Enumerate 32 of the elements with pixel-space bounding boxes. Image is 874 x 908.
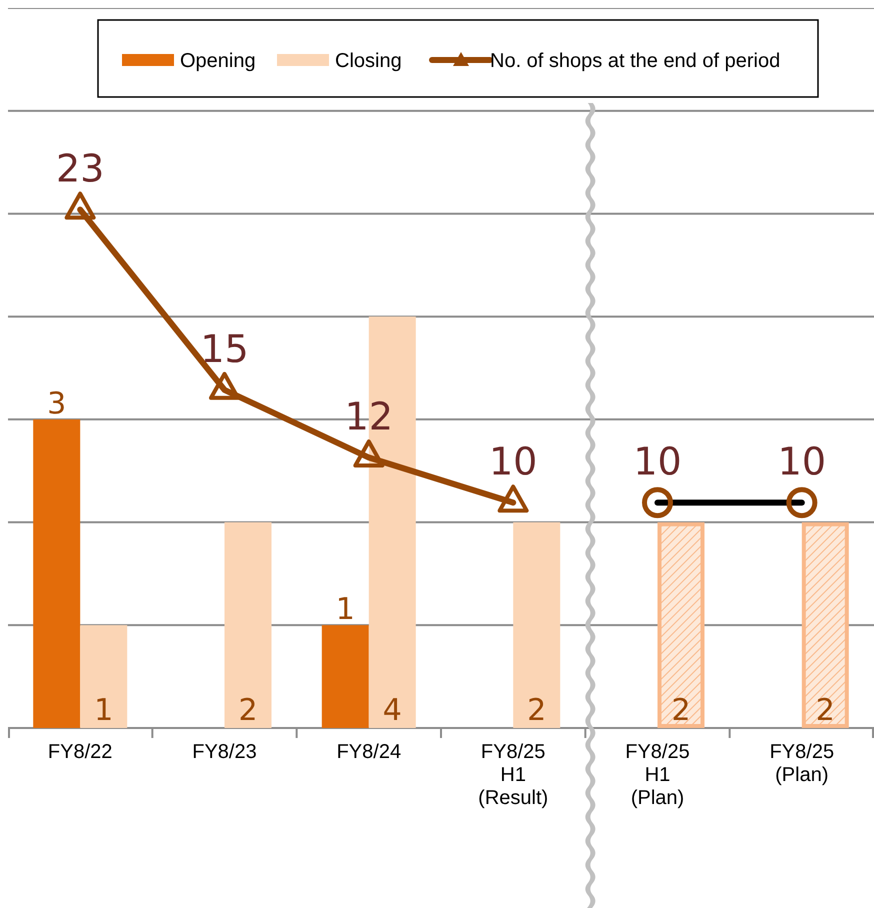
x-tick-label: FY8/25 H1 (Plan) xyxy=(625,741,690,809)
data-label: 2 xyxy=(527,693,546,728)
bar xyxy=(513,522,560,728)
x-tick-label: FY8/23 xyxy=(192,741,257,763)
data-label: 12 xyxy=(344,394,394,439)
point xyxy=(353,440,384,468)
data-label: 23 xyxy=(56,146,104,191)
x-tick-label: FY8/22 xyxy=(48,741,112,763)
bar xyxy=(80,625,128,728)
data-label: 3 xyxy=(47,386,66,422)
data-label: 1 xyxy=(336,592,355,628)
data-label: 15 xyxy=(200,326,249,371)
legend-label: Closing xyxy=(335,50,402,72)
data-label: 10 xyxy=(778,440,826,484)
x-tick-label: FY8/25 H1 (Result) xyxy=(478,741,548,809)
x-tick-label: FY8/25 (Plan) xyxy=(770,741,834,786)
point xyxy=(64,192,96,220)
data-label: 1 xyxy=(94,693,114,728)
bar xyxy=(33,419,80,728)
bar xyxy=(322,625,369,728)
data-label: 10 xyxy=(633,440,682,484)
data-label: 4 xyxy=(382,693,402,728)
data-label: 10 xyxy=(488,440,538,484)
point xyxy=(498,484,529,513)
data-label: 2 xyxy=(816,693,835,728)
data-label: 2 xyxy=(671,693,691,728)
point xyxy=(209,372,240,400)
bar xyxy=(224,522,272,728)
legend-label: No. of shops at the end of period xyxy=(490,50,780,72)
data-label: 2 xyxy=(238,693,258,728)
x-tick-label: FY8/24 xyxy=(336,741,402,763)
legend-label: Opening xyxy=(180,50,256,72)
